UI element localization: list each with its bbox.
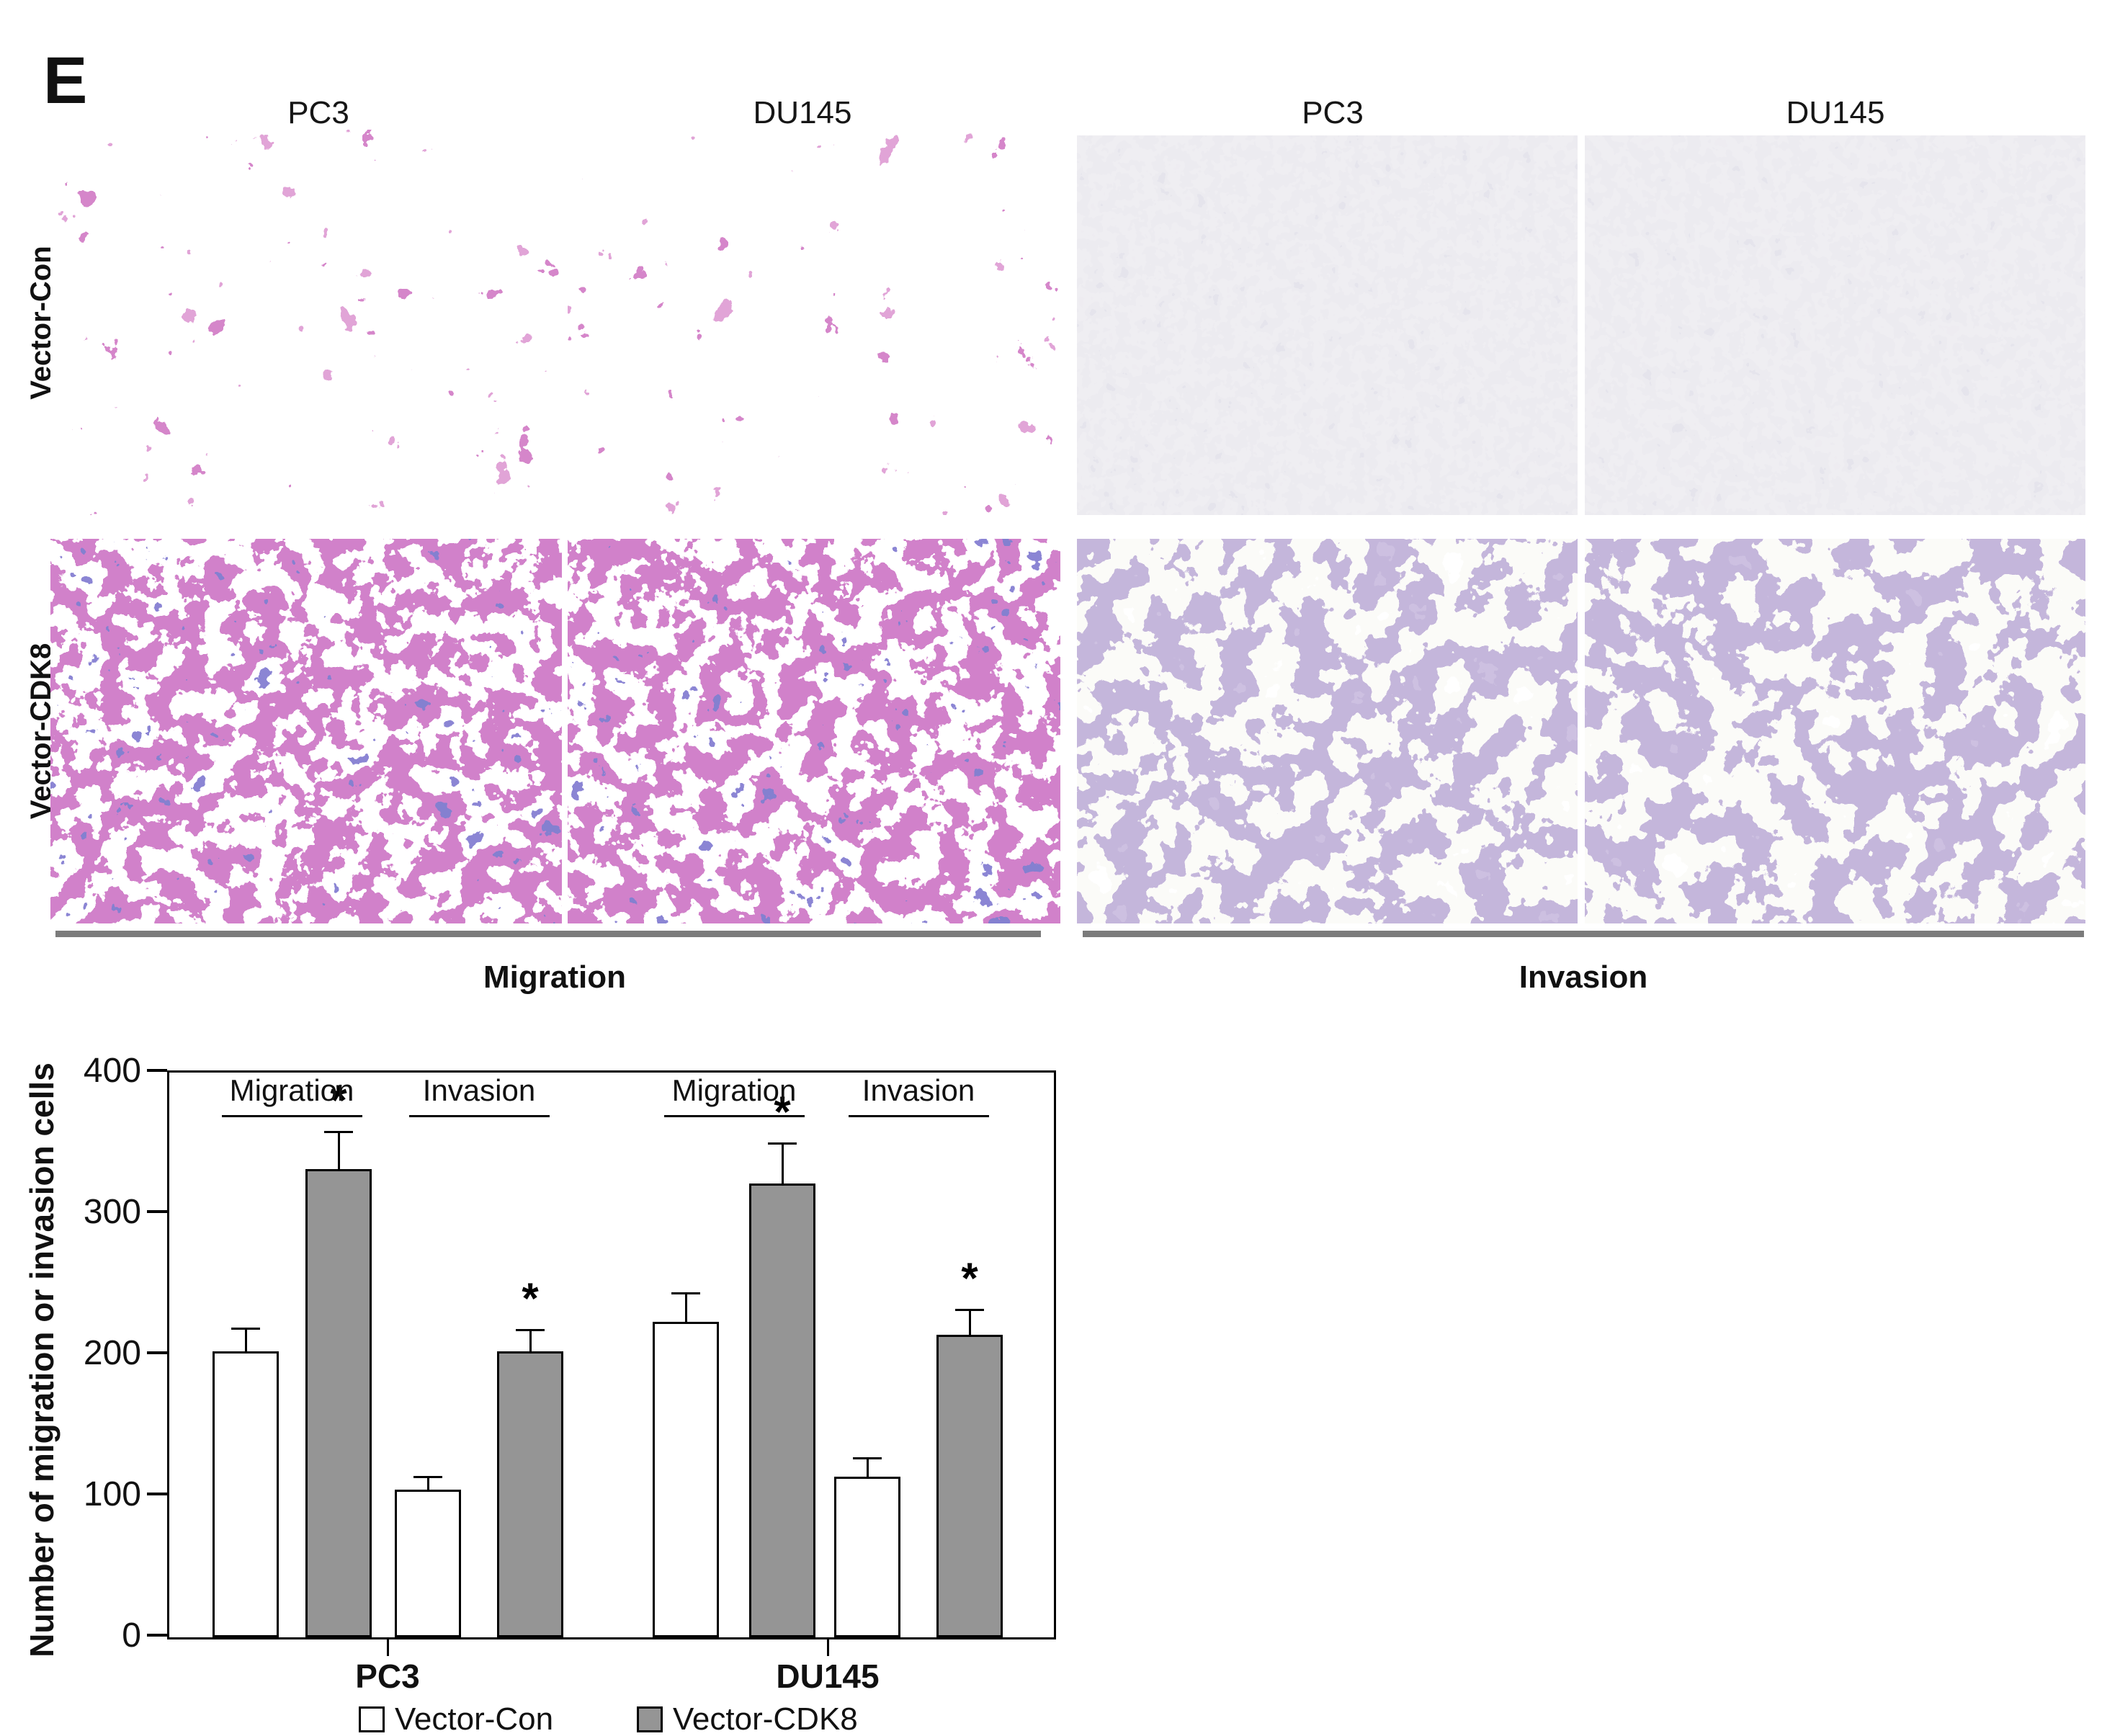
y-tick-label: 0 (122, 1616, 141, 1655)
invasion-group-underline (1083, 931, 2084, 937)
y-tick-mark (147, 1634, 167, 1637)
column-header-invasion-du145: DU145 (1786, 95, 1885, 130)
legend-swatch-vector-con (359, 1706, 385, 1732)
micrograph-migration-pc3-vector-cdk8 (50, 539, 562, 923)
chart-group-underline (848, 1115, 989, 1117)
y-tick-mark (147, 1493, 167, 1495)
error-bar-line (529, 1328, 532, 1352)
error-bar-cap (853, 1457, 882, 1460)
column-header-migration-pc3: PC3 (287, 95, 349, 130)
micrograph-invasion-pc3-vector-con (1077, 135, 1578, 515)
y-tick-label: 300 (83, 1193, 141, 1231)
invasion-group-label: Invasion (1519, 959, 1648, 995)
error-bar-cap (324, 1131, 353, 1134)
error-bar-cap (768, 1142, 797, 1145)
error-bar-cap (231, 1327, 260, 1330)
error-bar-cap (671, 1292, 700, 1294)
error-bar-line (426, 1475, 429, 1490)
micrograph-migration-du145-vector-cdk8 (568, 539, 1060, 923)
error-bar-line (968, 1309, 971, 1335)
x-tick-mark (826, 1637, 829, 1656)
error-bar-line (337, 1131, 340, 1170)
migration-group-label: Migration (483, 959, 626, 995)
micrograph-invasion-pc3-vector-cdk8 (1077, 539, 1578, 923)
y-tick-label: 100 (83, 1475, 141, 1513)
legend-label-vector-con: Vector-Con (395, 1701, 554, 1736)
bar-vector-con-6 (834, 1477, 900, 1637)
error-bar-line (244, 1327, 247, 1352)
error-bar-line (684, 1292, 687, 1322)
significance-asterisk: * (330, 1076, 347, 1125)
bar-vector-con-4 (653, 1321, 719, 1637)
migration-group-underline (55, 931, 1041, 937)
micrograph-invasion-du145-vector-con (1585, 135, 2085, 515)
bar-vector-con-2 (395, 1490, 461, 1637)
column-header-invasion-pc3: PC3 (1302, 95, 1364, 130)
x-category-label-du145: DU145 (776, 1657, 880, 1695)
y-tick-mark (147, 1069, 167, 1072)
error-bar-cap (955, 1309, 984, 1312)
chart-group-label-invasion-1: Invasion (422, 1073, 536, 1107)
y-tick-label: 200 (83, 1334, 141, 1372)
panel-label: E (43, 44, 88, 117)
significance-asterisk: * (961, 1254, 978, 1303)
y-tick-mark (147, 1210, 167, 1213)
x-category-label-pc3: PC3 (355, 1657, 420, 1695)
error-bar-cap (413, 1475, 442, 1478)
bar-vector-cdk8-1 (305, 1169, 372, 1637)
bar-vector-cdk8-5 (749, 1183, 815, 1637)
bar-vector-con-0 (213, 1351, 279, 1637)
chart-group-label-migration-0: Migration (229, 1073, 354, 1107)
chart-group-underline (663, 1115, 805, 1117)
legend-item-vector-cdk8: Vector-CDK8 (637, 1701, 858, 1736)
error-bar-line (866, 1457, 869, 1477)
chart-group-underline (221, 1115, 362, 1117)
chart-group-label-invasion-3: Invasion (862, 1073, 975, 1107)
error-bar-line (781, 1142, 784, 1184)
micrograph-invasion-du145-vector-cdk8 (1585, 539, 2085, 923)
legend-item-vector-con: Vector-Con (359, 1701, 553, 1736)
legend-label-vector-cdk8: Vector-CDK8 (673, 1701, 858, 1736)
legend-swatch-vector-cdk8 (637, 1706, 663, 1732)
significance-asterisk: * (774, 1087, 791, 1136)
micrograph-migration-pc3-vector-con (50, 130, 562, 515)
error-bar-cap (516, 1328, 545, 1331)
bar-vector-cdk8-7 (936, 1334, 1003, 1637)
column-header-migration-du145: DU145 (753, 95, 852, 130)
chart-group-label-migration-2: Migration (671, 1073, 797, 1107)
y-tick-mark (147, 1351, 167, 1354)
chart-group-underline (408, 1115, 550, 1117)
significance-asterisk: * (522, 1274, 539, 1323)
x-tick-mark (386, 1637, 389, 1656)
micrograph-migration-du145-vector-con (568, 130, 1060, 515)
plot-area (167, 1070, 1056, 1639)
bar-vector-cdk8-3 (497, 1351, 563, 1637)
y-tick-label: 400 (83, 1052, 141, 1090)
